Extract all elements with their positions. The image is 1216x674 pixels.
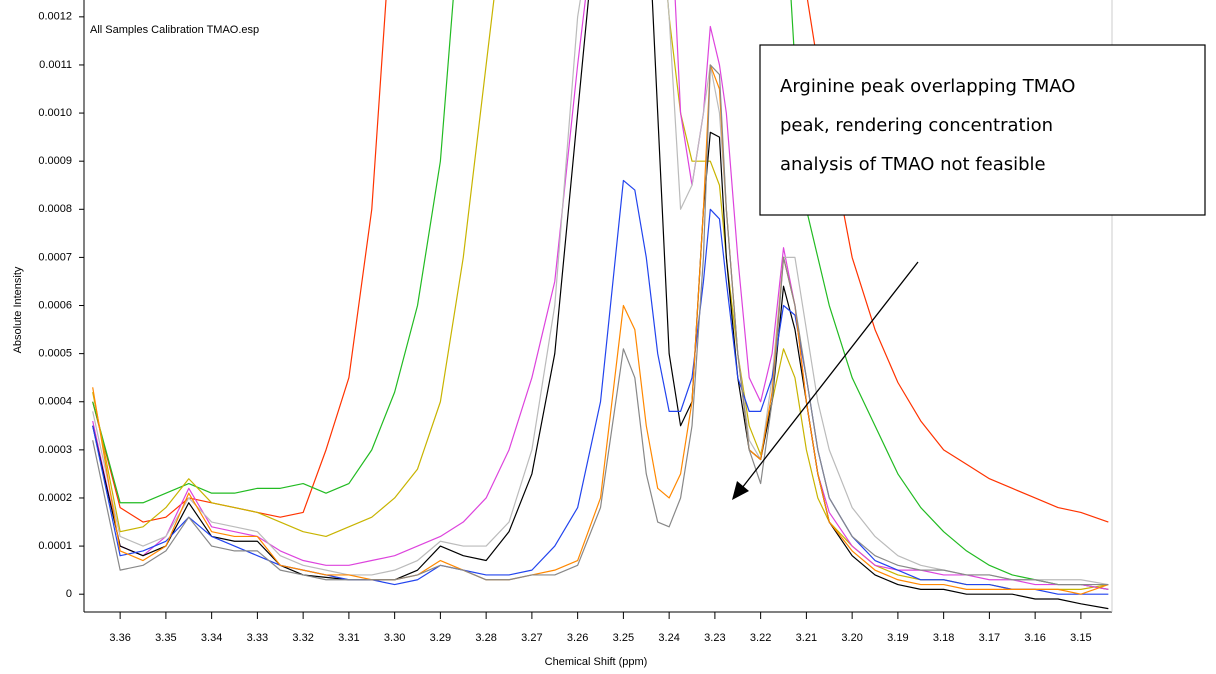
x-tick-label: 3.33 — [247, 632, 268, 644]
annotation-line: peak, rendering concentration — [780, 115, 1053, 136]
y-tick-label: 0.0001 — [38, 540, 72, 552]
x-tick-label: 3.21 — [796, 632, 817, 644]
spectrum-line — [92, 0, 1109, 523]
x-tick-label: 3.36 — [109, 632, 130, 644]
x-tick-label: 3.17 — [979, 632, 1000, 644]
x-axis-label: Chemical Shift (ppm) — [545, 656, 648, 668]
x-tick-label: 3.20 — [841, 632, 862, 644]
x-tick-label: 3.34 — [201, 632, 222, 644]
y-tick-label: 0.0005 — [38, 348, 72, 360]
x-tick-label: 3.15 — [1070, 632, 1091, 644]
spectrum-line — [92, 64, 1109, 595]
x-tick-label: 3.26 — [567, 632, 588, 644]
y-axis-label: Absolute Intensity — [12, 266, 24, 353]
y-tick-label: 0.0012 — [38, 11, 72, 23]
y-tick-label: 0.0006 — [38, 299, 72, 311]
chart-title: All Samples Calibration TMAO.esp — [90, 24, 259, 36]
y-tick-label: 0.0003 — [38, 444, 72, 456]
y-tick-label: 0 — [66, 588, 72, 600]
y-tick-label: 0.0002 — [38, 492, 72, 504]
x-tick-label: 3.27 — [521, 632, 542, 644]
x-tick-label: 3.18 — [933, 632, 954, 644]
y-tick-label: 0.0009 — [38, 155, 72, 167]
x-tick-label: 3.35 — [155, 632, 176, 644]
x-tick-label: 3.24 — [658, 632, 679, 644]
x-tick-label: 3.31 — [338, 632, 359, 644]
y-tick-label: 0.0004 — [38, 396, 72, 408]
annotation-line: Arginine peak overlapping TMAO — [780, 76, 1075, 97]
spectrum-line — [92, 64, 1109, 586]
x-tick-label: 3.30 — [384, 632, 405, 644]
annotation-box — [759, 44, 1206, 216]
arrow-head — [732, 481, 749, 500]
x-tick-label: 3.23 — [704, 632, 725, 644]
x-tick-label: 3.16 — [1024, 632, 1045, 644]
y-tick-label: 0.0008 — [38, 203, 72, 215]
y-tick-label: 0.0007 — [38, 251, 72, 263]
x-tick-label: 3.29 — [430, 632, 451, 644]
x-tick-label: 3.28 — [475, 632, 496, 644]
x-tick-label: 3.19 — [887, 632, 908, 644]
annotation-line: analysis of TMAO not feasible — [780, 154, 1046, 175]
spectrum-line — [92, 0, 1109, 586]
y-tick-label: 0.0011 — [39, 59, 72, 71]
spectrum-line — [92, 179, 1109, 595]
x-tick-label: 3.32 — [292, 632, 313, 644]
y-tick-label: 0.0010 — [38, 107, 72, 119]
x-tick-label: 3.22 — [750, 632, 771, 644]
series-group — [92, 0, 1109, 610]
spectrum-line — [92, 0, 1109, 590]
x-tick-label: 3.25 — [613, 632, 634, 644]
annotation-arrow — [741, 261, 919, 489]
